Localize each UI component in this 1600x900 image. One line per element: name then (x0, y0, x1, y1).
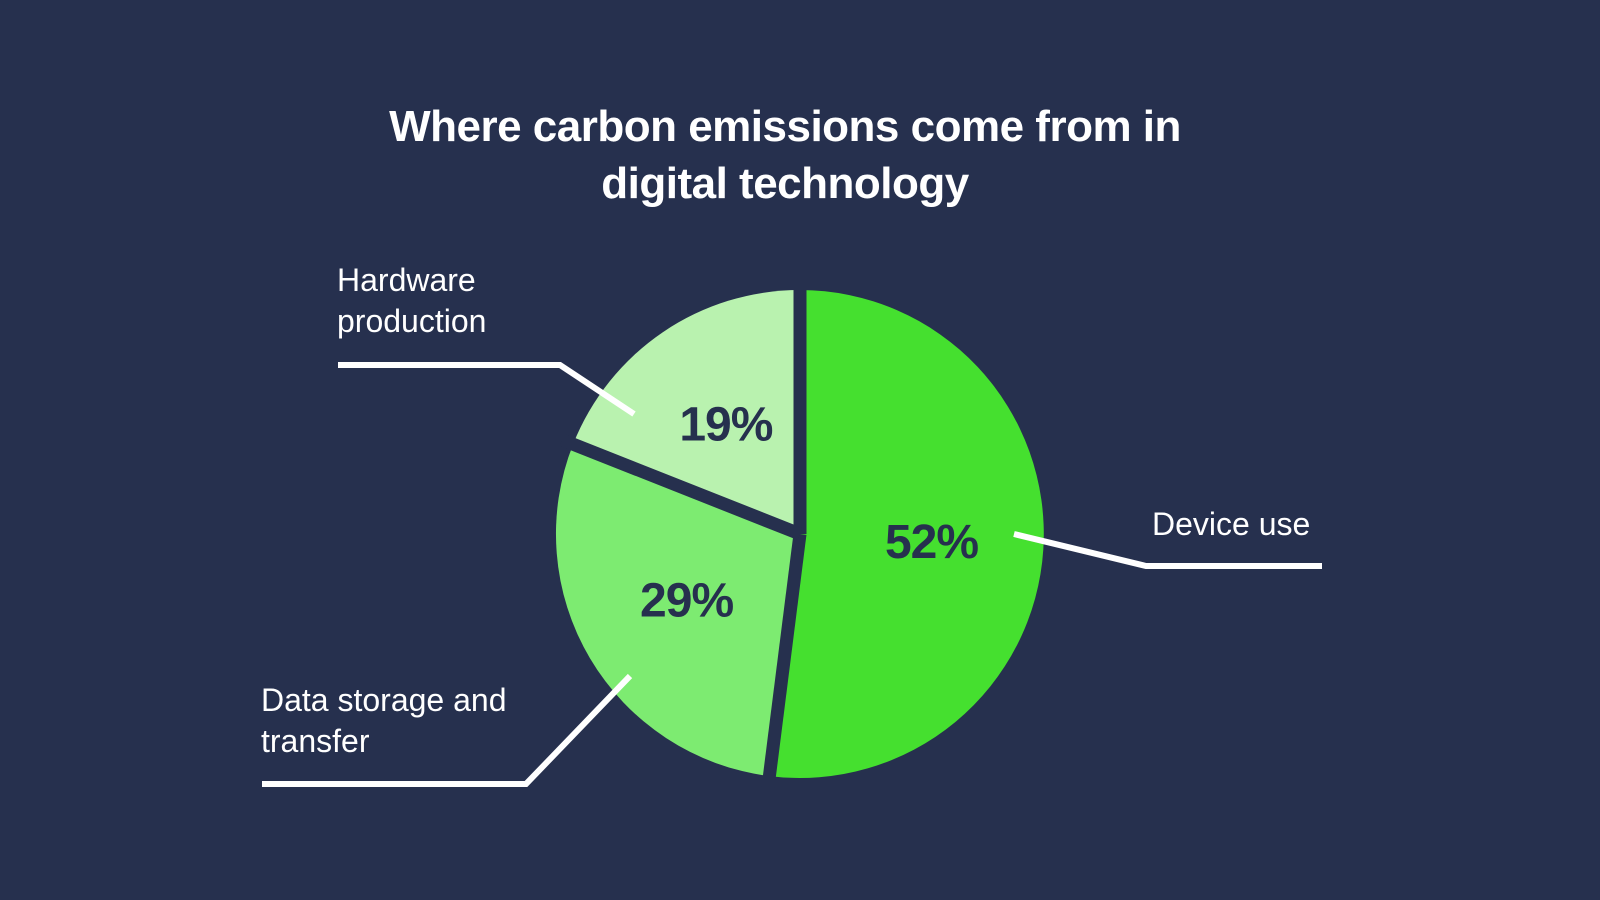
chart-title: Where carbon emissions come from in digi… (0, 98, 1570, 212)
pie-slice-divider (559, 433, 803, 541)
chart-title-line-2: digital technology (601, 159, 969, 208)
callout-label-hardware-production: Hardware production (337, 262, 487, 339)
pie-slice-device-use (769, 290, 1044, 778)
pie-value-labels-group: 52% 29% 19% (640, 399, 979, 628)
pie-value-label: 52% (885, 516, 978, 569)
callout-label-device-use: Device use (1152, 506, 1311, 542)
callout-label-data-storage: Data storage and transfer (261, 682, 507, 759)
chart-title-line-1: Where carbon emissions come from in (389, 102, 1181, 151)
pie-value-label: 29% (640, 575, 733, 628)
pie-value-label: 19% (679, 399, 772, 452)
pie-dividers-group (559, 278, 807, 789)
pie-slice-hardware-production (573, 290, 800, 534)
leader-line-data-storage (262, 673, 633, 787)
pie-slice-divider (761, 533, 807, 789)
leader-line-device-use (1013, 531, 1322, 569)
leader-line-hardware-production (338, 362, 636, 417)
